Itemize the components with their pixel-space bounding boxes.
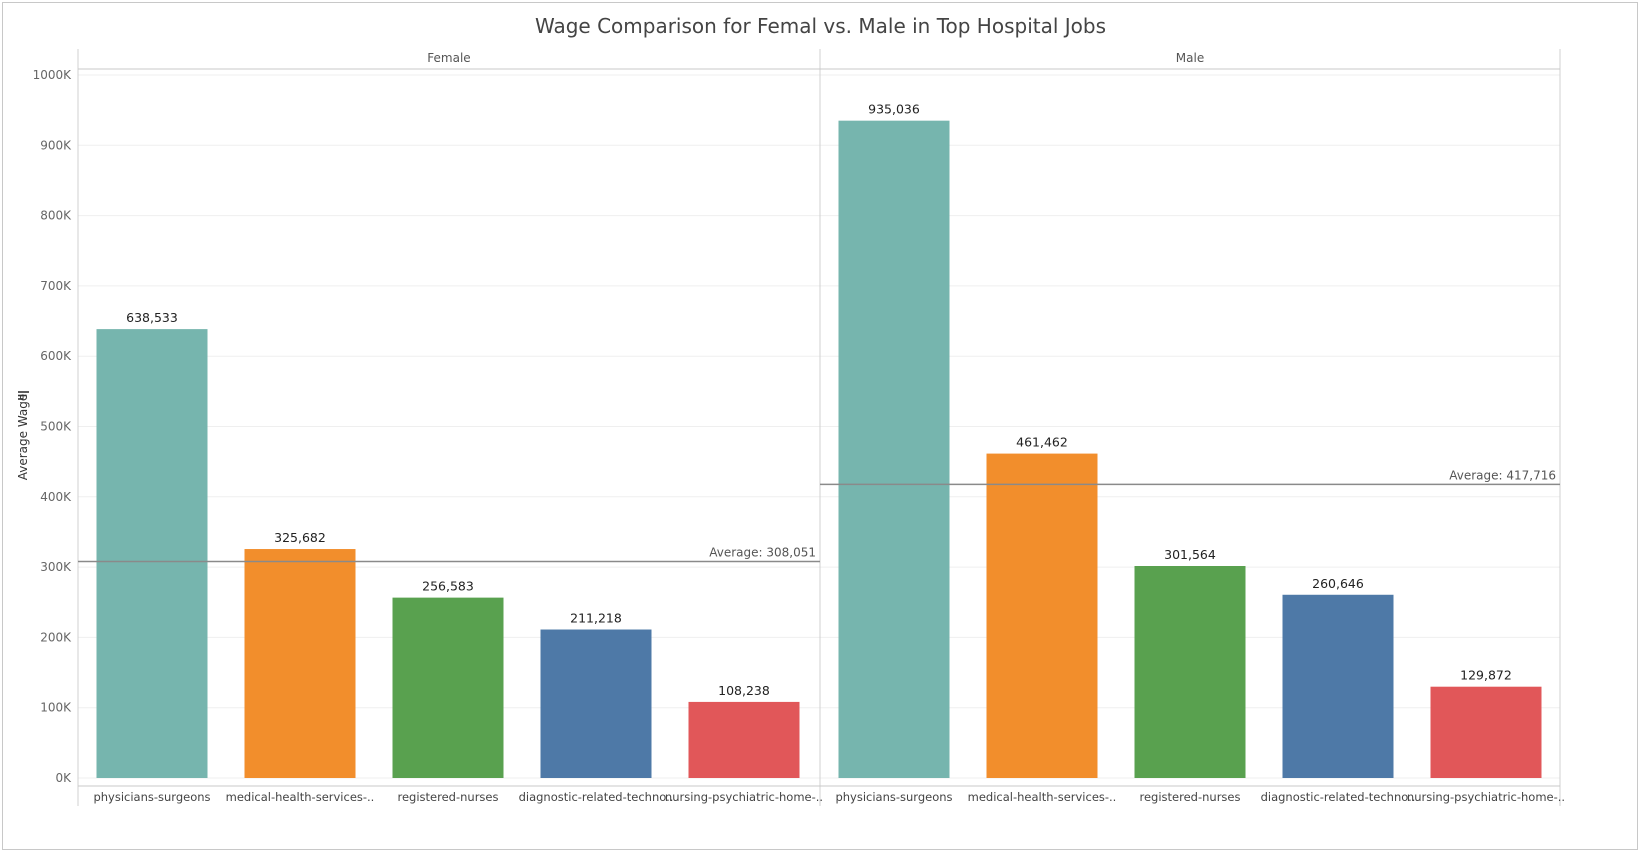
x-tick-label: nursing-psychiatric-home-.. (665, 790, 823, 804)
data-label: 461,462 (1016, 435, 1068, 450)
chart-title: Wage Comparison for Femal vs. Male in To… (534, 14, 1107, 38)
data-label: 325,682 (274, 530, 326, 545)
bar (392, 597, 504, 778)
bar (838, 120, 950, 779)
bar (1430, 686, 1542, 778)
y-tick-label: 900K (40, 138, 72, 152)
data-label: 935,036 (868, 102, 920, 117)
y-tick-label: 100K (40, 701, 72, 715)
x-tick-label: diagnostic-related-techno.. (1261, 790, 1416, 804)
data-label: 256,583 (422, 579, 474, 594)
bar (1282, 594, 1394, 778)
y-tick-label: 500K (40, 420, 72, 434)
x-tick-label: physicians-surgeons (835, 790, 952, 804)
y-tick-label: 200K (40, 630, 72, 644)
y-axis-label-group: Average Wage (16, 394, 30, 481)
data-label: 638,533 (126, 310, 178, 325)
y-tick-label: 1000K (33, 68, 73, 82)
sort-icon[interactable] (18, 391, 29, 400)
y-tick-label: 800K (40, 209, 72, 223)
average-label: Average: 308,051 (709, 545, 816, 559)
data-label: 301,564 (1164, 547, 1216, 562)
bar (688, 701, 800, 778)
x-tick-label: registered-nurses (398, 790, 499, 804)
y-tick-label: 300K (40, 560, 72, 574)
x-tick-label: nursing-psychiatric-home-.. (1407, 790, 1565, 804)
y-axis-label: Average Wage (16, 394, 30, 481)
data-label: 260,646 (1312, 576, 1364, 591)
x-tick-label: registered-nurses (1140, 790, 1241, 804)
bar (540, 629, 652, 778)
average-label: Average: 417,716 (1449, 468, 1556, 482)
bar (986, 453, 1098, 778)
x-tick-label: physicians-surgeons (93, 790, 210, 804)
y-tick-label: 700K (40, 279, 72, 293)
bar (96, 329, 208, 778)
bar (244, 549, 356, 778)
data-label: 108,238 (718, 683, 770, 698)
data-label: 211,218 (570, 611, 622, 626)
x-tick-label: medical-health-services-.. (968, 790, 1117, 804)
x-tick-label: diagnostic-related-techno.. (519, 790, 674, 804)
panel-header: Female (427, 51, 470, 65)
bar (1134, 566, 1246, 778)
x-tick-label: medical-health-services-.. (226, 790, 375, 804)
panel-header: Male (1176, 51, 1204, 65)
y-tick-label: 0K (55, 771, 72, 785)
data-label: 129,872 (1460, 668, 1512, 683)
y-tick-label: 400K (40, 490, 72, 504)
y-tick-label: 600K (40, 349, 72, 363)
